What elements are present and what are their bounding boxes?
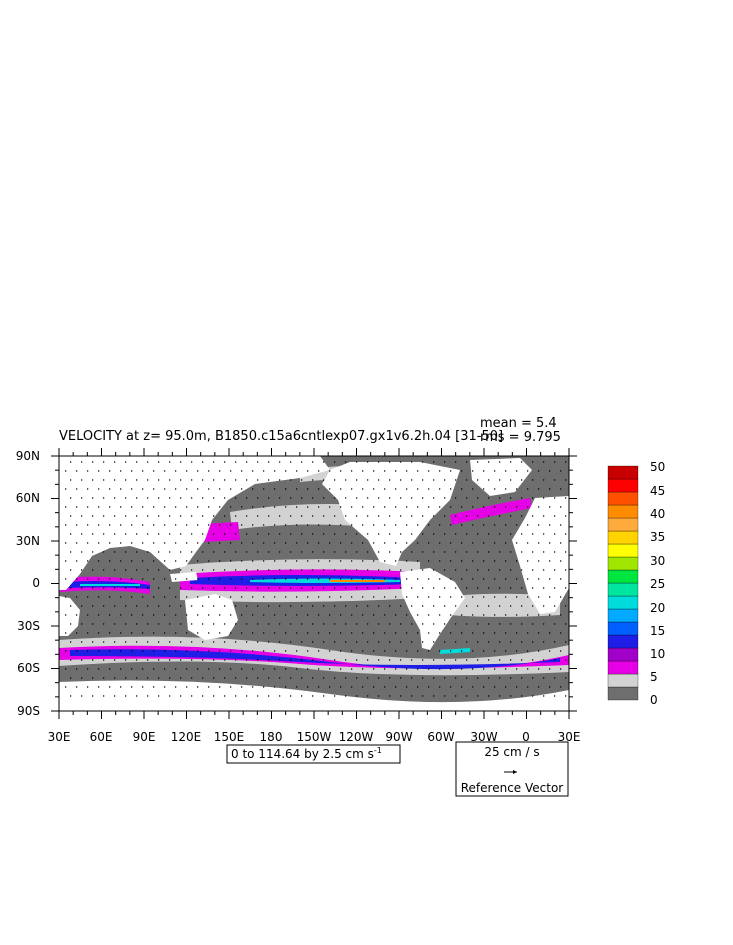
lon-label: 30E <box>558 730 581 744</box>
lat-labels: 90N 60N 30N 0 30S 60S 90S <box>16 449 40 718</box>
colorbar-swatch <box>607 478 639 493</box>
lon-label: 0 <box>522 730 530 744</box>
colorbar-swatch <box>607 660 639 675</box>
contour-info-text: 0 to 114.64 by 2.5 cm s <box>231 747 374 761</box>
stat-rms: rms = 9.795 <box>480 430 561 445</box>
colorbar-swatch <box>607 686 639 701</box>
colorbar-swatch <box>607 569 639 584</box>
lon-label: 120E <box>171 730 202 744</box>
colorbar-swatch <box>607 608 639 623</box>
colorbar-label: 50 <box>650 460 665 474</box>
colorbar-swatch <box>607 543 639 558</box>
reference-vector-caption: Reference Vector <box>461 781 564 795</box>
colorbar <box>607 465 639 701</box>
colorbar-label: 30 <box>650 554 665 568</box>
colorbar-swatch <box>607 647 639 662</box>
plot-title: VELOCITY at z= 95.0m, B1850.c15a6cntlexp… <box>59 429 503 444</box>
land-africa <box>59 596 80 636</box>
lon-label: 90W <box>385 730 412 744</box>
speed-band-orange <box>330 580 385 582</box>
colorbar-swatch <box>607 595 639 610</box>
contour-info-box: 0 to 114.64 by 2.5 cm s-1 <box>226 744 401 764</box>
land-eurasia <box>59 456 330 590</box>
colorbar-swatch <box>607 504 639 519</box>
lon-label: 90E <box>133 730 156 744</box>
lon-label: 30W <box>470 730 497 744</box>
land-north-america <box>322 462 460 566</box>
colorbar-label: 15 <box>650 624 665 638</box>
land-antarctica <box>59 680 569 711</box>
axis-ticks <box>51 448 577 719</box>
colorbar-label: 40 <box>650 507 665 521</box>
lat-label: 30N <box>16 534 40 548</box>
colorbar-label: 45 <box>650 484 665 498</box>
stat-mean: mean = 5.4 <box>480 416 557 431</box>
colorbar-swatch <box>607 634 639 649</box>
lon-label: 180 <box>260 730 283 744</box>
reference-vector-box: 25 cm / s Reference Vector <box>455 741 569 797</box>
colorbar-swatch <box>607 621 639 636</box>
contour-info-sup: -1 <box>374 746 382 755</box>
colorbar-label: 20 <box>650 601 665 615</box>
lat-label: 60S <box>17 661 40 675</box>
velocity-vectors <box>64 461 567 697</box>
lat-label: 0 <box>32 576 40 590</box>
reference-vector-magnitude: 25 cm / s <box>484 745 539 759</box>
lon-label: 60E <box>90 730 113 744</box>
colorbar-labels: 0 5 10 15 20 25 30 35 40 45 50 <box>650 460 665 707</box>
colorbar-swatch <box>607 582 639 597</box>
colorbar-swatch <box>607 491 639 506</box>
colorbar-swatch <box>607 530 639 545</box>
lon-label: 150W <box>297 730 332 744</box>
lon-label: 120W <box>339 730 374 744</box>
svg-text:0 to 114.64 by 2.5 cm s-1: 0 to 114.64 by 2.5 cm s-1 <box>231 746 382 761</box>
lon-labels: 30E 60E 90E 120E 150E 180 150W 120W 90W … <box>48 730 581 744</box>
colorbar-swatch <box>607 465 639 480</box>
colorbar-label: 0 <box>650 693 658 707</box>
lat-label: 60N <box>16 491 40 505</box>
lat-label: 30S <box>17 619 40 633</box>
colorbar-swatch <box>607 517 639 532</box>
lon-label: 60W <box>427 730 454 744</box>
lat-label: 90S <box>17 704 40 718</box>
land-south-america <box>400 568 465 650</box>
lon-label: 150E <box>214 730 245 744</box>
colorbar-swatch <box>607 556 639 571</box>
colorbar-label: 25 <box>650 577 665 591</box>
colorbar-swatch <box>607 673 639 688</box>
colorbar-label: 10 <box>650 647 665 661</box>
colorbar-label: 35 <box>650 530 665 544</box>
lon-label: 30E <box>48 730 71 744</box>
lat-label: 90N <box>16 449 40 463</box>
map-panel <box>51 448 577 719</box>
colorbar-label: 5 <box>650 670 658 684</box>
land-masses <box>59 456 569 711</box>
